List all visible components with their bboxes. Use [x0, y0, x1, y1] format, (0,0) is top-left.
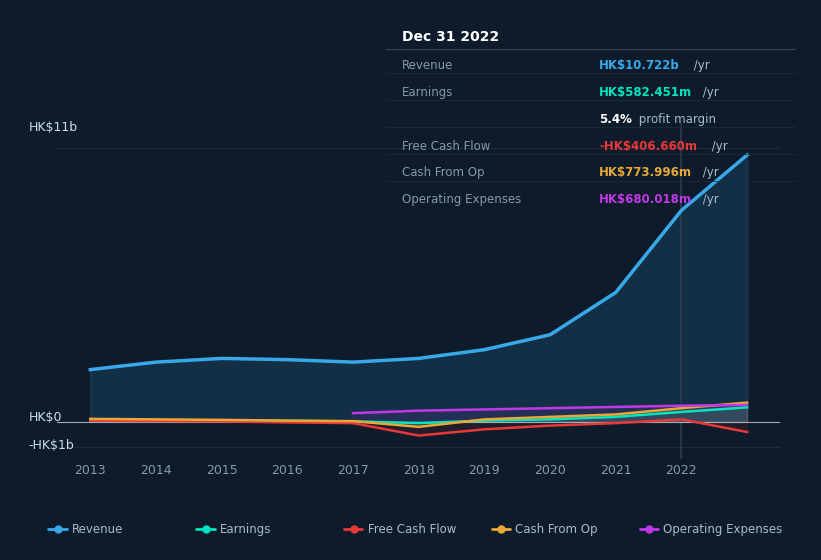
Text: HK$10.722b: HK$10.722b: [599, 59, 680, 72]
Text: profit margin: profit margin: [635, 113, 717, 125]
Text: Revenue: Revenue: [402, 59, 454, 72]
Text: HK$0: HK$0: [29, 410, 62, 424]
Text: Dec 31 2022: Dec 31 2022: [402, 30, 499, 44]
Text: Cash From Op: Cash From Op: [516, 522, 598, 536]
Text: -HK$1b: -HK$1b: [29, 438, 75, 452]
Text: Free Cash Flow: Free Cash Flow: [402, 139, 491, 152]
Text: /yr: /yr: [708, 139, 727, 152]
Text: /yr: /yr: [699, 86, 718, 99]
Text: Free Cash Flow: Free Cash Flow: [368, 522, 456, 536]
Text: HK$680.018m: HK$680.018m: [599, 193, 692, 206]
Text: Earnings: Earnings: [402, 86, 454, 99]
Text: HK$773.996m: HK$773.996m: [599, 166, 692, 179]
Text: HK$582.451m: HK$582.451m: [599, 86, 692, 99]
Text: Earnings: Earnings: [220, 522, 271, 536]
Text: Operating Expenses: Operating Expenses: [402, 193, 521, 206]
Text: -HK$406.660m: -HK$406.660m: [599, 139, 697, 152]
Text: HK$11b: HK$11b: [29, 121, 78, 134]
Text: Operating Expenses: Operating Expenses: [663, 522, 782, 536]
Text: Revenue: Revenue: [72, 522, 123, 536]
Text: 5.4%: 5.4%: [599, 113, 632, 125]
Text: Cash From Op: Cash From Op: [402, 166, 484, 179]
Text: /yr: /yr: [699, 166, 718, 179]
Text: /yr: /yr: [690, 59, 709, 72]
Text: /yr: /yr: [699, 193, 718, 206]
